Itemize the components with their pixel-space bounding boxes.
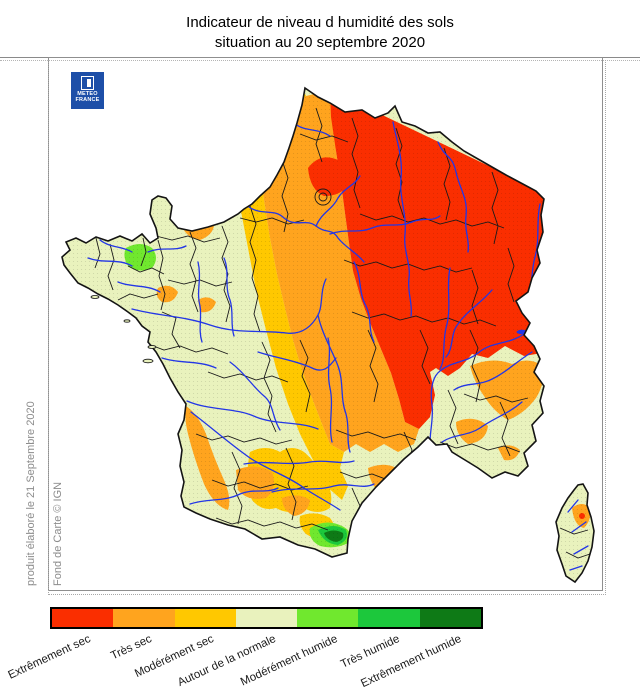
logo-text-line1: METEO — [77, 91, 98, 97]
atlantic-islands — [90, 295, 157, 364]
department-boundaries — [94, 107, 591, 559]
meteo-france-logo-icon — [81, 76, 94, 90]
meteo-france-logo: METEO FRANCE — [71, 72, 104, 109]
rivers — [87, 121, 589, 571]
logo-text-line2: FRANCE — [75, 97, 100, 103]
legend-segment-7 — [419, 609, 481, 627]
credit-basemap-text: Fond de Carte © IGN — [52, 481, 64, 586]
credit-produced-text: produit élaboré le 21 Septembre 2020 — [25, 401, 37, 586]
map-dot-texture — [62, 88, 594, 582]
map-frame-dotted — [48, 60, 606, 595]
legend-segment-2 — [113, 609, 175, 627]
page-title: Indicateur de niveau d humidité des sols… — [0, 13, 640, 53]
title-separator-dotted — [0, 60, 640, 61]
legend-color-bar — [50, 607, 483, 629]
map-title-line2: situation au 20 septembre 2020 — [214, 34, 426, 51]
legend-segment-6 — [358, 609, 420, 627]
legend-segment-3 — [174, 609, 236, 627]
legend-segment-5 — [297, 609, 359, 627]
legend-segment-4 — [235, 609, 298, 627]
legend-segment-1 — [52, 609, 114, 627]
map-title-line1: Indicateur de niveau d humidité des sols — [186, 14, 454, 31]
